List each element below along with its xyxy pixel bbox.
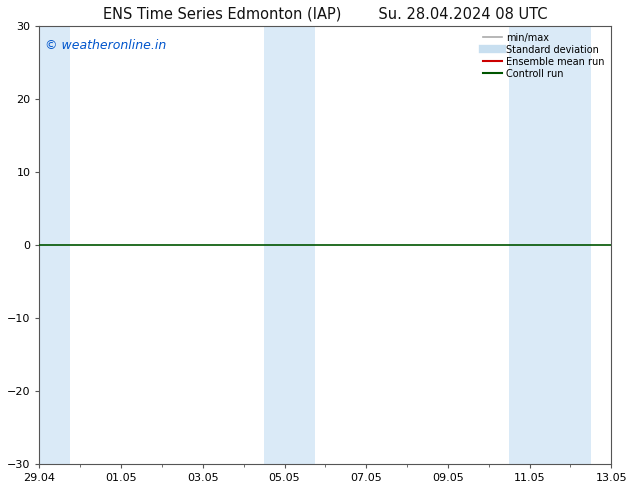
Legend: min/max, Standard deviation, Ensemble mean run, Controll run: min/max, Standard deviation, Ensemble me… xyxy=(481,31,606,80)
Bar xyxy=(550,26,591,464)
Bar xyxy=(39,26,70,464)
Title: ENS Time Series Edmonton (IAP)        Su. 28.04.2024 08 UTC: ENS Time Series Edmonton (IAP) Su. 28.04… xyxy=(103,7,548,22)
Bar xyxy=(264,26,315,464)
Bar xyxy=(509,26,550,464)
Text: © weatheronline.in: © weatheronline.in xyxy=(45,39,167,52)
